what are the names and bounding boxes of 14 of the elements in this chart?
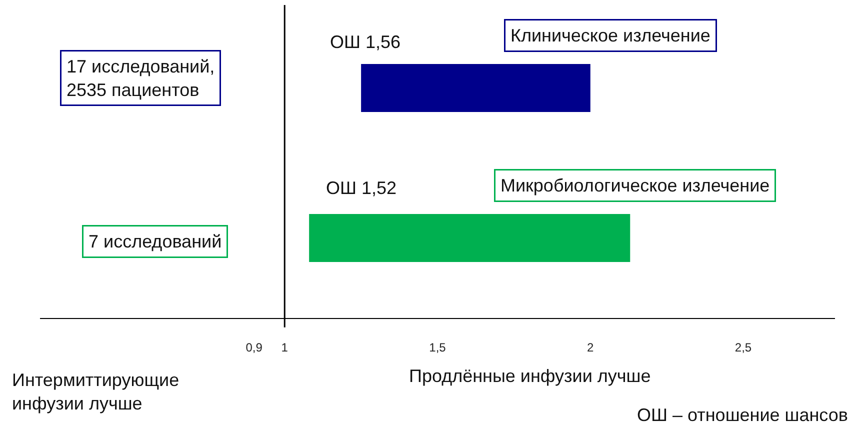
annotation: ОШ 1,52 bbox=[326, 178, 397, 198]
annotation: 7 исследований bbox=[88, 232, 222, 252]
annotation: ОШ 1,56 bbox=[330, 32, 401, 52]
text: ОШ – отношение шансов bbox=[637, 405, 848, 425]
x-tick-label: 1,5 bbox=[429, 340, 446, 355]
annotation: Микробиологическое излечение bbox=[500, 176, 770, 196]
annotation: Клиническое излечение bbox=[510, 26, 710, 46]
x-tick-label: 2,5 bbox=[734, 340, 752, 355]
x-tick-label: 2 bbox=[587, 340, 594, 355]
text: Продлённые инфузии лучше bbox=[409, 366, 651, 386]
x-tick-label: 0,9 bbox=[246, 340, 263, 355]
x-tick-label: 1 bbox=[281, 340, 288, 355]
annotation: 17 исследований, 2535 пациентов bbox=[66, 56, 215, 100]
text: Интермиттирующие инфузии лучше bbox=[12, 370, 180, 414]
